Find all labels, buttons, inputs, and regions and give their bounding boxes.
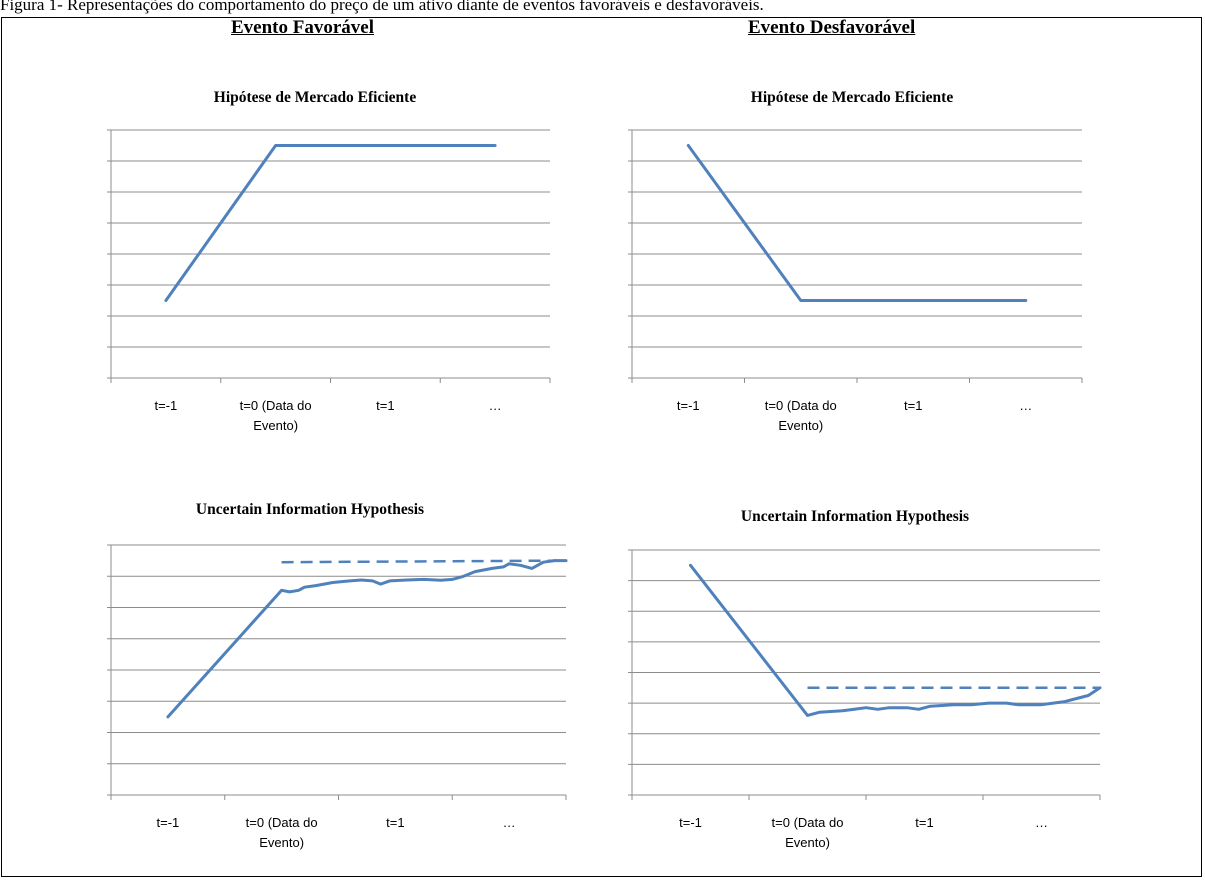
x-tick-label: t=1: [904, 398, 922, 413]
x-tick-label: …: [1019, 398, 1032, 413]
series-line-dashed: [281, 559, 567, 564]
x-tick-label: t=0 (Data do Evento): [772, 815, 844, 850]
x-tick-label: …: [503, 815, 516, 830]
figure-caption: Figura 1- Representações do comportament…: [0, 0, 764, 14]
x-tick-label: t=-1: [679, 815, 702, 830]
series-line: [689, 563, 1102, 717]
x-tick-label: t=1: [376, 398, 394, 413]
x-tick-label: t=1: [386, 815, 404, 830]
column-header-unfavorable: Evento Desfavorável: [748, 17, 916, 38]
x-tick-label: …: [1035, 815, 1048, 830]
series-line: [686, 144, 1028, 302]
chart-title: Hipótese de Mercado Eficiente: [214, 89, 417, 106]
chart-title: Hipótese de Mercado Eficiente: [751, 89, 954, 106]
x-tick-label: t=-1: [156, 815, 179, 830]
column-header-favorable: Evento Favorável: [231, 17, 375, 38]
chart-title: Uncertain Information Hypothesis: [741, 508, 969, 525]
x-tick-label: t=-1: [677, 398, 700, 413]
chart-2: Hipótese de Mercado Eficiente t=-1 t=0 (Da…: [628, 89, 1083, 433]
x-tick-label: t=-1: [154, 398, 177, 413]
chart-1: Hipótese de Mercado Eficiente t=-1 t=0 (Da…: [107, 89, 551, 433]
x-tick-label: …: [489, 398, 502, 413]
chart-title: Uncertain Information Hypothesis: [196, 501, 424, 518]
figure-frame: [1, 17, 1202, 877]
chart-3: Uncertain Information Hypothesis t=-1 t=0 …: [107, 501, 568, 850]
series-line: [164, 144, 497, 302]
x-tick-label: t=0 (Data do Evento): [246, 815, 318, 850]
x-tick-label: t=0 (Data do Evento): [765, 398, 837, 433]
series-line: [166, 559, 568, 719]
x-tick-label: t=1: [915, 815, 933, 830]
x-tick-label: t=0 (Data do Evento): [240, 398, 312, 433]
chart-4: Uncertain Information Hypothesis t=-1 t=0 …: [628, 508, 1102, 850]
